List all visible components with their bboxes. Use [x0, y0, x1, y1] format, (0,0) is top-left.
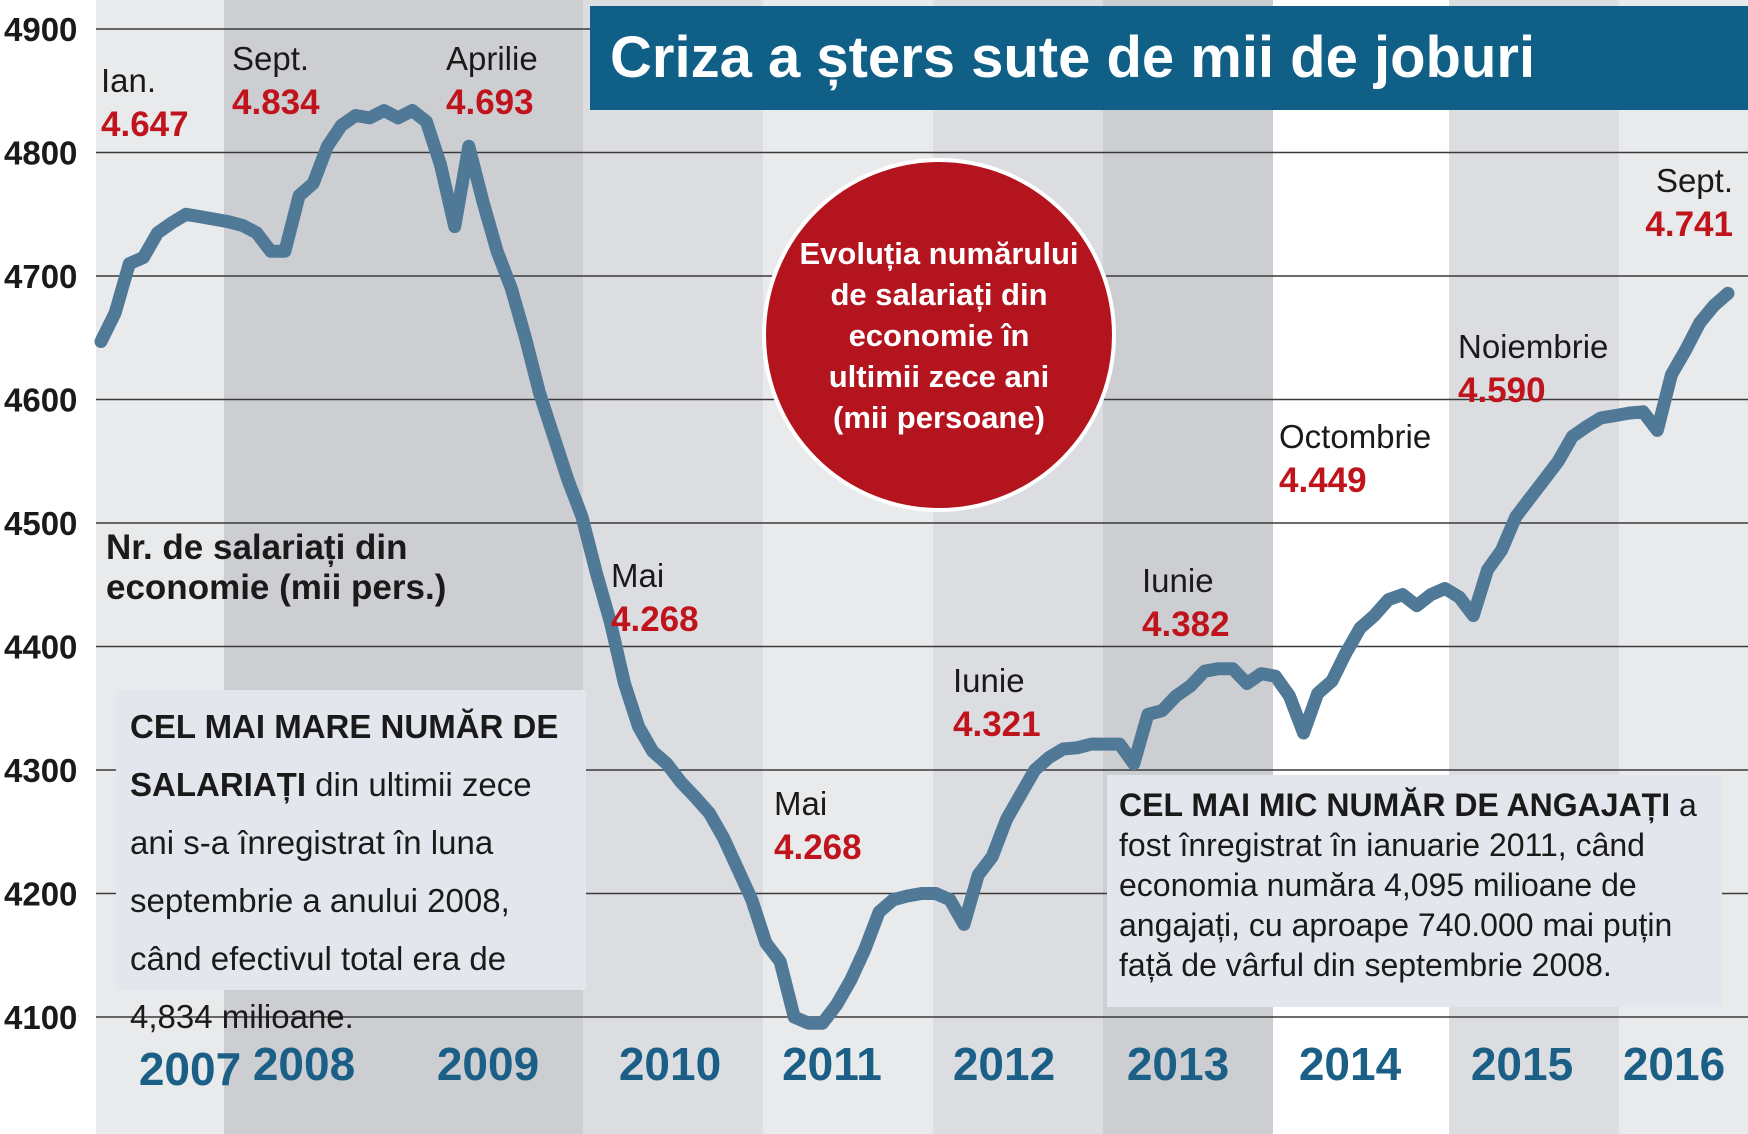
- y-tick-label: 4500: [4, 505, 77, 542]
- max-note-text: din ultimii zece ani s-a înregistrat în …: [130, 766, 532, 1035]
- y-tick-label: 4200: [4, 876, 77, 913]
- y-tick-label: 4100: [4, 999, 77, 1036]
- x-year-label: 2007: [139, 1043, 241, 1095]
- annotation-month: Noiembrie: [1458, 328, 1608, 365]
- annotation-month: Iunie: [1142, 562, 1214, 599]
- annotation-month: Ian.: [101, 62, 156, 99]
- annotation-month: Mai: [611, 557, 664, 594]
- annotation-value: 4.590: [1458, 371, 1546, 410]
- x-year-label: 2016: [1623, 1038, 1725, 1090]
- y-axis-ticks: 4900 4800 4700 4600 4500 4400 4300 4200 4100: [4, 11, 77, 1036]
- value-annotations: Ian. 4.647 Sept. 4.834 Aprilie 4.693 Mai 4.268 M…: [101, 40, 1733, 867]
- annotation-value: 4.647: [101, 105, 189, 144]
- min-note-text: a fost înregistrat în ianuarie 2011, cân…: [1119, 787, 1697, 983]
- year-band-2010: [583, 0, 763, 1134]
- x-year-label: 2008: [253, 1038, 355, 1090]
- chart-subtitle-circle: Evoluția numărului de salariați din econ…: [762, 158, 1116, 512]
- max-employees-note: CEL MAI MARE NUMĂR DE SALARIAȚI din ulti…: [116, 690, 586, 1035]
- x-axis-years: 2007 2008 2009 2010 2011 2012 2013 2014 2015 2016: [139, 1038, 1725, 1095]
- annotation-value: 4.693: [446, 83, 534, 122]
- min-note-bold: CEL MAI MIC NUMĂR DE ANGAJAȚI: [1119, 787, 1671, 823]
- annotation-value: 4.449: [1279, 461, 1367, 500]
- x-year-label: 2009: [437, 1038, 539, 1090]
- y-tick-label: 4400: [4, 629, 77, 666]
- circle-text: Evoluția numărului de salariați din econ…: [799, 235, 1079, 435]
- series-line-salariati: [94, 104, 1735, 1030]
- x-year-label: 2011: [782, 1038, 882, 1090]
- annotation-month: Mai: [774, 785, 827, 822]
- annotation-month: Aprilie: [446, 40, 538, 77]
- x-year-label: 2014: [1299, 1038, 1402, 1090]
- x-year-label: 2015: [1471, 1038, 1573, 1090]
- x-year-label: 2010: [619, 1038, 721, 1090]
- x-year-label: 2012: [953, 1038, 1055, 1090]
- annotation-month: Sept.: [1656, 162, 1733, 199]
- annotation-value: 4.268: [774, 828, 862, 867]
- annotation-value: 4.268: [611, 600, 699, 639]
- x-year-label: 2013: [1127, 1038, 1229, 1090]
- y-tick-label: 4900: [4, 11, 77, 48]
- annotation-month: Iunie: [953, 662, 1025, 699]
- y-tick-label: 4300: [4, 752, 77, 789]
- annotation-value: 4.834: [232, 83, 320, 122]
- annotation-value: 4.741: [1645, 205, 1733, 244]
- annotation-month: Sept.: [232, 40, 309, 77]
- min-employees-note: CEL MAI MIC NUMĂR DE ANGAJAȚI a fost înr…: [1107, 775, 1722, 1007]
- y-tick-label: 4800: [4, 135, 77, 172]
- chart-title: Criza a șters sute de mii de joburi: [590, 6, 1748, 110]
- y-tick-label: 4600: [4, 382, 77, 419]
- max-note-bold: CEL MAI MARE NUMĂR DE SALARIAȚI: [130, 708, 559, 803]
- y-tick-label: 4700: [4, 258, 77, 295]
- y-axis-label: Nr. de salariați din economie (mii pers.…: [106, 528, 447, 607]
- annotation-value: 4.382: [1142, 605, 1230, 644]
- annotation-month: Octombrie: [1279, 418, 1431, 455]
- annotation-value: 4.321: [953, 705, 1041, 744]
